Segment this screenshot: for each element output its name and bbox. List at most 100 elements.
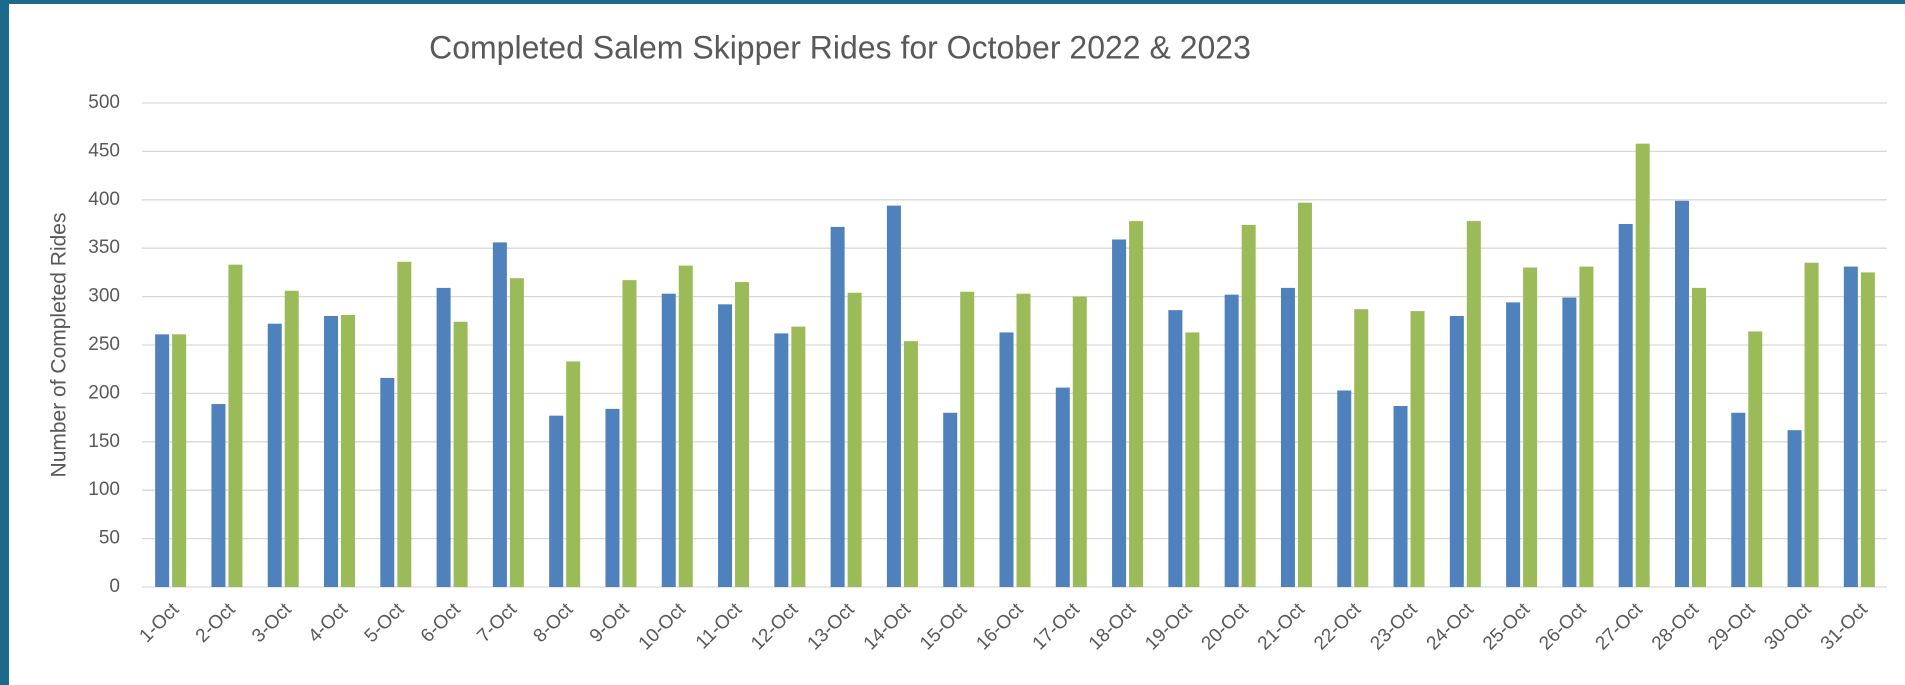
x-tick-label: 10-Oct [635,599,691,655]
bar [943,412,958,587]
bar [380,377,395,587]
bar [1843,266,1858,587]
bar [155,334,170,587]
bar [397,261,412,587]
bar [1787,430,1802,587]
x-tick-label: 14-Oct [860,599,916,655]
bar [661,293,676,587]
bar [1804,262,1819,587]
x-tick-label: 15-Oct [916,599,972,655]
bar [1072,296,1087,587]
bar [903,341,918,587]
y-tick-label: 400 [88,189,120,210]
bar [436,287,451,587]
bar [1731,412,1746,587]
bar [1449,315,1464,587]
bar [1466,221,1481,587]
x-tick-label: 20-Oct [1198,599,1254,655]
x-tick-label: 21-Oct [1254,599,1310,655]
bar [1618,224,1633,587]
y-tick-label: 250 [88,334,120,355]
x-tick-label: 22-Oct [1310,599,1366,655]
bar [284,290,299,587]
bar [1241,224,1256,587]
bar [678,265,693,587]
bar [886,205,901,587]
bar [960,291,975,587]
x-tick-label: 25-Oct [1479,599,1535,655]
chart-title: Completed Salem Skipper Rides for Octobe… [429,29,1251,65]
bar [1016,293,1031,587]
bar [1055,387,1070,587]
x-tick-label: 30-Oct [1760,599,1816,655]
x-tick-label: 7-Oct [473,599,521,647]
bar [1337,390,1352,587]
x-tick-label: 13-Oct [804,599,860,655]
x-tick-label: 28-Oct [1648,599,1704,655]
y-tick-label: 350 [88,237,120,258]
left-border [0,0,9,685]
bar [1860,272,1875,587]
bar [830,226,845,588]
x-tick-label: 9-Oct [586,599,634,647]
bar [1112,239,1127,587]
x-tick-label: 11-Oct [692,599,747,654]
bar [1168,310,1183,587]
y-tick-label: 200 [88,382,120,403]
bar [622,280,637,587]
y-tick-label: 50 [99,528,120,549]
y-axis-label: Number of Completed Rides [48,213,71,478]
bar [549,415,564,587]
bar [1674,200,1689,587]
bar [1506,302,1521,587]
bar [492,242,507,587]
x-tick-label: 12-Oct [747,599,803,655]
bar [999,332,1014,587]
x-tick-label: 18-Oct [1085,599,1141,655]
bar [1410,311,1425,587]
bar [228,264,243,587]
y-tick-label: 300 [88,286,120,307]
bar [1185,332,1200,587]
bar [1297,202,1312,588]
bar [453,321,468,587]
bar [566,361,581,587]
x-tick-label: 29-Oct [1704,599,1760,655]
top-border [0,0,1905,4]
bar [791,326,806,587]
bar [1635,143,1650,587]
bar [1691,287,1706,587]
x-tick-label: 8-Oct [530,599,578,647]
x-tick-label: 19-Oct [1141,599,1197,655]
bar [211,404,226,587]
bar [1129,221,1144,587]
bar [847,292,862,587]
x-tick-label: 16-Oct [972,599,1028,655]
bar [1523,267,1538,587]
x-tick-label: 5-Oct [361,599,409,647]
x-tick-label: 24-Oct [1423,599,1479,655]
bar [605,408,620,587]
y-tick-label: 0 [109,576,120,597]
y-tick-label: 500 [88,92,120,113]
bar [774,333,789,587]
bar [509,278,524,587]
x-tick-label: 3-Oct [248,599,296,647]
bar [1224,294,1239,587]
bar [172,334,187,587]
bar [324,315,339,587]
bar [1562,297,1577,587]
x-tick-label: 1-Oct [136,599,184,647]
y-tick-label: 450 [88,140,120,161]
x-tick-label: 2-Oct [192,599,240,647]
x-tick-label: 6-Oct [417,599,465,647]
bar [341,314,356,587]
x-tick-label: 4-Oct [304,599,352,647]
x-tick-label: 17-Oct [1029,599,1085,655]
bar [1354,309,1369,587]
x-tick-label: 23-Oct [1366,599,1422,655]
bar [1579,266,1594,587]
y-tick-label: 150 [88,431,120,452]
bar [1393,405,1408,587]
